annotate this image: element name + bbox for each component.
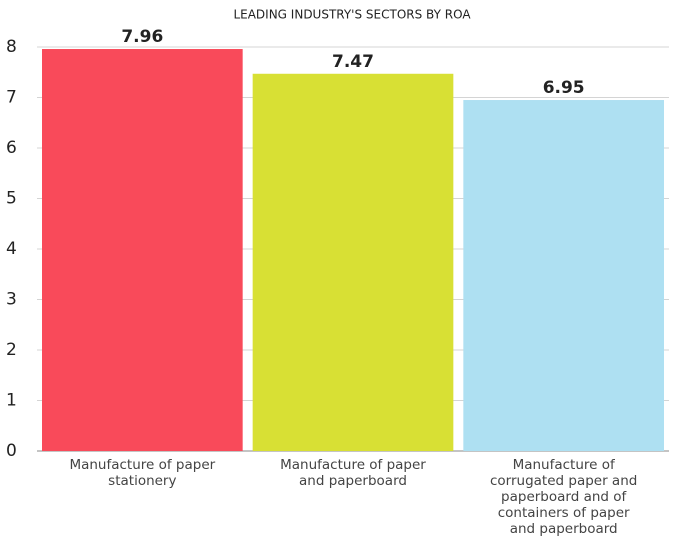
y-tick-label: 6	[6, 138, 17, 158]
x-tick-label: Manufacture of corrugated paper and paperb…	[490, 457, 637, 537]
x-tick-label: Manufacture of paper stationery	[69, 457, 215, 489]
data-label: 6.95	[543, 78, 585, 98]
bar	[252, 73, 454, 451]
y-tick-label: 4	[6, 239, 17, 259]
y-tick-label: 7	[6, 88, 17, 108]
chart-title: LEADING INDUSTRY'S SECTORS BY ROA	[233, 8, 471, 22]
y-tick-label: 2	[6, 340, 17, 360]
bar	[42, 49, 243, 452]
y-tick-label: 5	[6, 189, 17, 209]
data-label: 7.96	[121, 27, 163, 47]
x-tick-label: Manufacture of paper and paperboard	[280, 457, 426, 489]
y-tick-label: 0	[6, 441, 17, 461]
bar	[463, 100, 664, 452]
data-label: 7.47	[332, 52, 374, 72]
y-tick-label: 1	[6, 391, 17, 411]
y-tick-label: 8	[6, 37, 17, 57]
y-tick-label: 3	[6, 290, 17, 310]
